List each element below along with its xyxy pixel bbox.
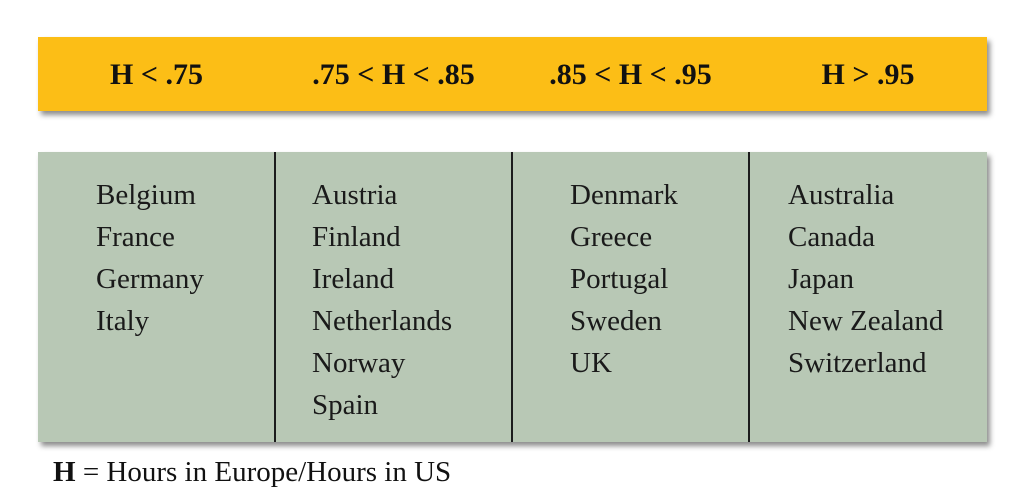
country-item: Austria [312, 179, 398, 211]
country-item: New Zealand [788, 305, 944, 337]
country-item: Switzerland [788, 347, 927, 379]
country-item: Belgium [96, 179, 196, 211]
country-item: Denmark [570, 179, 678, 211]
column-divider [274, 152, 276, 442]
country-item: Spain [312, 389, 379, 421]
header-range-3: .85 < H < .95 [549, 58, 712, 91]
header-bar: H < .75 .75 < H < .85 .85 < H < .95 H > … [38, 37, 987, 111]
country-item: Australia [788, 179, 895, 211]
country-panel: Belgium France Germany Italy Austria Fin… [38, 152, 987, 442]
country-list-group-1: Belgium France Germany Italy [96, 174, 204, 342]
header-range-2: .75 < H < .85 [312, 58, 475, 91]
country-list-group-3: Denmark Greece Portugal Sweden UK [570, 174, 678, 384]
footnote: H = Hours in Europe/Hours in US [53, 456, 451, 489]
country-item: Canada [788, 221, 875, 253]
country-item: Portugal [570, 263, 669, 295]
country-item: Netherlands [312, 305, 453, 337]
country-item: Japan [788, 263, 855, 295]
country-list-group-4: Australia Canada Japan New Zealand Switz… [788, 174, 943, 384]
country-item: Finland [312, 221, 401, 253]
footnote-symbol: H [53, 456, 76, 488]
footnote-definition: = Hours in Europe/Hours in US [82, 456, 452, 488]
country-item: Sweden [570, 305, 662, 337]
country-item: Ireland [312, 263, 395, 295]
column-divider [511, 152, 513, 442]
country-item: Italy [96, 305, 150, 337]
country-item: Germany [96, 263, 204, 295]
country-item: France [96, 221, 175, 253]
country-item: Greece [570, 221, 653, 253]
header-range-4: H > .95 [821, 58, 915, 91]
column-divider [748, 152, 750, 442]
country-list-group-2: Austria Finland Ireland Netherlands Norw… [312, 174, 452, 426]
header-range-1: H < .75 [110, 58, 203, 91]
country-item: Norway [312, 347, 406, 379]
country-item: UK [570, 347, 612, 379]
